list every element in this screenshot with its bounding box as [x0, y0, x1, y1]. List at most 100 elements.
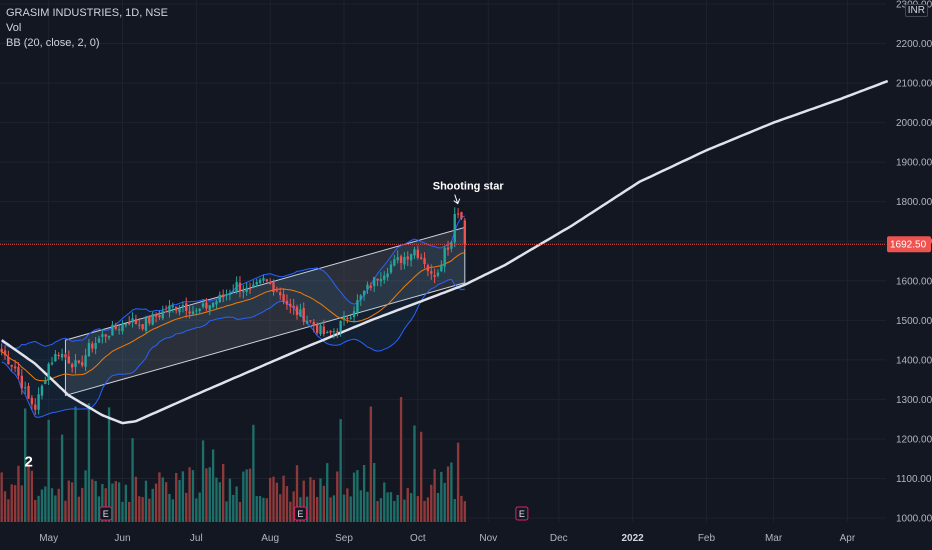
y-tick-label: 1200.00 [896, 434, 932, 445]
candle-body [342, 315, 346, 320]
candle-body [91, 343, 94, 349]
volume-bar [185, 492, 188, 522]
volume-bar [13, 485, 17, 522]
volume-bar [64, 500, 67, 522]
candle-body [34, 404, 37, 410]
volume-bar [54, 495, 57, 522]
volume-bar [406, 488, 409, 522]
candle-body [242, 291, 245, 293]
volume-bar [195, 498, 198, 522]
x-tick-label: Jul [190, 533, 203, 544]
earnings-marker[interactable]: E [515, 506, 529, 521]
earnings-marker-box[interactable] [99, 506, 113, 521]
candle-body [232, 290, 235, 292]
volume-bar [211, 449, 215, 522]
volume-bar [27, 463, 30, 522]
candle-body [54, 354, 57, 362]
candle-body [87, 342, 91, 357]
candle-body [111, 324, 114, 336]
volume-bar [426, 497, 430, 522]
candle-body [409, 254, 413, 261]
candle-body [356, 300, 359, 313]
candle-body [453, 213, 456, 243]
x-tick-label: May [39, 533, 58, 544]
volume-bar [295, 465, 299, 522]
volume-bar [399, 397, 403, 522]
candle-body [252, 284, 255, 288]
candle-body [84, 355, 87, 367]
candle-body [131, 318, 134, 323]
time-axis[interactable]: May Jun Jul Aug Sep Oct Nov Dec 2022 Feb Mar Apr [39, 533, 856, 544]
candle-body [215, 301, 218, 305]
bollinger-legend[interactable]: BB (20, close, 2, 0) [6, 37, 100, 49]
candle-body [456, 213, 460, 215]
candle-body [302, 308, 305, 322]
candle-body [282, 294, 285, 302]
earnings-marker[interactable]: E [99, 506, 113, 521]
currency-badge[interactable]: INR [904, 4, 928, 17]
candle-body [178, 308, 181, 313]
candle-body [175, 306, 178, 311]
volume-bar [403, 499, 406, 522]
candle-body [64, 354, 67, 358]
candle-body [295, 306, 299, 315]
candle-body [450, 242, 453, 249]
candle-body [413, 249, 416, 256]
volume-bar [329, 497, 332, 522]
x-tick-label: Apr [840, 533, 856, 544]
volume-bar [215, 477, 218, 522]
volume-bar [349, 496, 352, 522]
volume-bar [3, 491, 7, 522]
volume-bar [356, 470, 359, 522]
candle-body [292, 305, 295, 308]
candle-body [164, 311, 168, 313]
bollinger-lower-band [1, 278, 465, 418]
volume-bar [10, 484, 13, 522]
x-tick-label: Sep [335, 533, 353, 544]
candle-body [248, 288, 252, 290]
candle-body [218, 294, 221, 303]
candle-body [268, 281, 272, 285]
candle-body [27, 386, 30, 399]
candle-body [379, 278, 383, 282]
volume-bar [359, 490, 362, 522]
volume-bar [396, 494, 399, 522]
candle-body [144, 317, 148, 331]
earnings-marker-box[interactable] [293, 506, 307, 521]
candle-body [23, 387, 27, 389]
candle-body [185, 303, 188, 312]
candle-body [94, 342, 97, 349]
candle-body [460, 212, 463, 219]
volume-legend[interactable]: Vol [6, 22, 22, 34]
volume-bar [409, 493, 413, 522]
volume-bar [205, 468, 208, 522]
x-tick-label: Nov [479, 533, 497, 544]
volume-bar [117, 482, 121, 522]
candle-body [299, 309, 302, 317]
volume-bar [393, 500, 396, 522]
price-axis[interactable]: 2300.002200.002100.002000.001900.001800.… [896, 0, 932, 525]
earnings-marker-box[interactable] [515, 506, 529, 521]
volume-bar [420, 431, 423, 522]
volume-bar [312, 479, 315, 522]
volume-bar [309, 477, 312, 522]
candle-body [279, 292, 282, 296]
volume-bar [104, 488, 107, 522]
y-tick-label: 1300.00 [896, 395, 932, 406]
volume-bar [164, 482, 168, 522]
volume-bar [373, 463, 376, 522]
candle-body [332, 331, 336, 333]
earnings-marker[interactable]: E [293, 506, 307, 521]
y-tick-label: 1800.00 [896, 197, 932, 208]
symbol-title[interactable]: GRASIM INDUSTRIES, 1D, NSE [6, 7, 168, 19]
volume-bar [416, 496, 420, 522]
volume-bar [383, 482, 386, 522]
volume-bar [228, 478, 232, 522]
volume-bar [282, 475, 285, 522]
volume-bar [37, 495, 40, 522]
volume-bar [262, 497, 265, 522]
candle-body [339, 321, 342, 332]
candle-body [349, 317, 352, 319]
